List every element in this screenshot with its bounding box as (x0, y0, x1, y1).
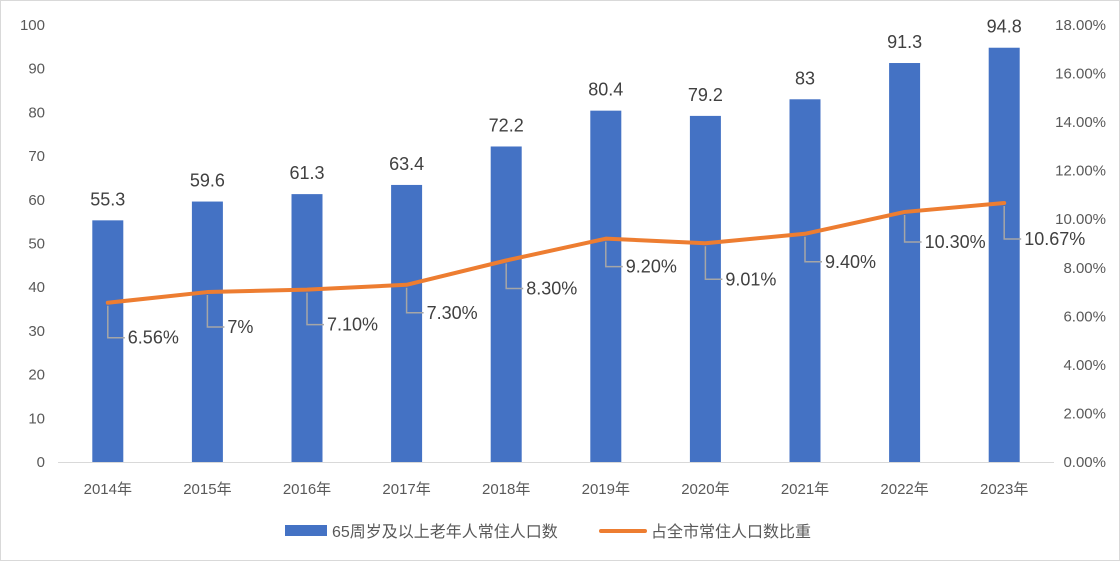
left-tick-label: 60 (28, 192, 45, 209)
x-tick-label: 2019年 (582, 481, 630, 498)
right-tick-label: 2.00% (1063, 405, 1106, 422)
bar (291, 194, 323, 462)
bar (590, 110, 622, 462)
bar (391, 184, 423, 462)
bar-value-label: 61.3 (289, 163, 324, 183)
leader-lines (107, 205, 1022, 339)
x-tick-label: 2017年 (382, 481, 430, 498)
left-tick-label: 0 (37, 454, 45, 471)
bar (988, 47, 1020, 462)
bar-value-label: 72.2 (489, 115, 524, 135)
x-tick-label: 2023年 (980, 481, 1028, 498)
leader-line (505, 263, 524, 290)
left-tick-label: 10 (28, 410, 45, 427)
left-tick-label: 30 (28, 323, 45, 340)
right-tick-label: 0.00% (1063, 454, 1106, 471)
x-tick-label: 2014年 (84, 481, 132, 498)
line-value-label: 7.10% (327, 315, 378, 335)
leader-line (306, 292, 324, 326)
bar (789, 99, 821, 462)
x-tick-label: 2015年 (183, 481, 231, 498)
bar (191, 201, 223, 462)
bar-value-label: 91.3 (887, 32, 922, 52)
x-tick-label: 2021年 (781, 481, 829, 498)
line-data-labels: 6.56% 7% 7.10% 7.30% 8.30% 9.20% 9.01% 9.40% 10.… (128, 229, 1085, 348)
legend-bar-label: 65周岁及以上老年人常住人口数 (332, 523, 558, 541)
legend-bar-swatch (285, 525, 327, 536)
x-tick-label: 2016年 (283, 481, 331, 498)
line-value-label: 10.67% (1024, 229, 1085, 249)
right-tick-label: 14.00% (1055, 114, 1106, 131)
leader-line (206, 295, 225, 328)
legend: 65周岁及以上老年人常住人口数 占全市常住人口数比重 (285, 523, 811, 541)
right-tick-label: 6.00% (1063, 308, 1106, 325)
left-tick-label: 90 (28, 61, 45, 78)
line-value-label: 9.20% (626, 257, 677, 277)
right-axis-ticks: 0.00% 2.00% 4.00% 6.00% 8.00% 10.00% 12.00% 14.… (1055, 17, 1106, 471)
line-value-label: 9.40% (825, 252, 876, 272)
left-tick-label: 100 (20, 17, 45, 34)
bar (92, 220, 124, 462)
line-value-label: 9.01% (725, 269, 776, 289)
line-value-label: 7.30% (427, 303, 478, 323)
bar-value-label: 80.4 (588, 80, 623, 100)
x-tick-label: 2022年 (880, 481, 928, 498)
line-value-label: 7% (227, 317, 253, 337)
bar-value-label: 79.2 (688, 85, 723, 105)
percentage-line (105, 200, 1007, 305)
left-tick-label: 70 (28, 148, 45, 165)
leader-line (605, 241, 623, 268)
bar-value-label: 55.3 (90, 189, 125, 209)
right-tick-label: 4.00% (1063, 357, 1106, 374)
leader-line (704, 246, 723, 281)
right-tick-label: 12.00% (1055, 163, 1106, 180)
x-tick-label: 2018年 (482, 481, 530, 498)
right-tick-label: 16.00% (1055, 66, 1106, 83)
leader-line (903, 214, 922, 243)
left-axis-ticks: 0 10 20 30 40 50 60 70 80 90 100 (20, 17, 45, 471)
right-tick-label: 10.00% (1055, 211, 1106, 228)
line-value-label: 8.30% (526, 278, 577, 298)
leader-line (405, 287, 424, 314)
left-tick-label: 80 (28, 104, 45, 121)
leader-line (1003, 205, 1022, 240)
bar (689, 115, 721, 462)
bar-value-label: 63.4 (389, 154, 424, 174)
line-value-label: 10.30% (925, 232, 986, 252)
bar-value-label: 59.6 (190, 171, 225, 191)
bar-value-label: 94.8 (987, 17, 1022, 37)
leader-line (107, 305, 125, 339)
x-tick-label: 2020年 (681, 481, 729, 498)
bar (490, 146, 522, 462)
left-tick-label: 40 (28, 279, 45, 296)
right-tick-label: 8.00% (1063, 260, 1106, 277)
bar-data-labels: 55.3 59.6 61.3 63.4 72.2 80.4 79.2 83 91.3 94.8 (90, 17, 1021, 210)
legend-line-label: 占全市常住人口数比重 (651, 523, 811, 541)
bar (889, 63, 921, 462)
line-value-label: 6.56% (128, 328, 179, 348)
right-tick-label: 18.00% (1055, 17, 1106, 34)
x-axis-ticks: 2014年 2015年 2016年 2017年 2018年 2019年 2020年 2021年… (84, 481, 1029, 498)
left-tick-label: 50 (28, 236, 45, 253)
bar-series (92, 47, 1020, 462)
bar-value-label: 83 (795, 68, 815, 88)
leader-line (804, 236, 822, 263)
left-tick-label: 20 (28, 367, 45, 384)
